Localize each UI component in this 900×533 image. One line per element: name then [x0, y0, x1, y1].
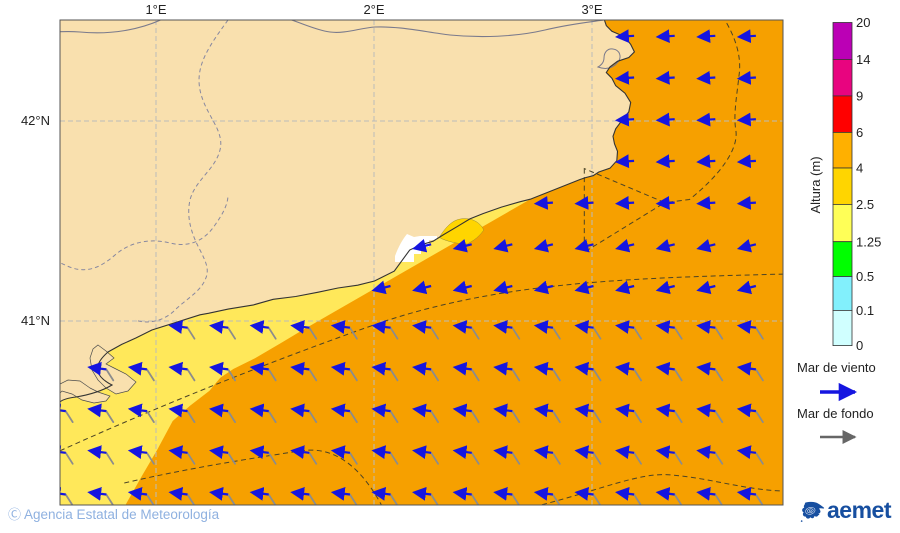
svg-text:2.5: 2.5: [856, 197, 874, 212]
svg-text:20: 20: [856, 15, 870, 30]
svg-text:0.5: 0.5: [856, 269, 874, 284]
svg-text:Mar de viento: Mar de viento: [797, 360, 876, 375]
svg-text:41°N: 41°N: [21, 313, 50, 328]
svg-text:6: 6: [856, 125, 863, 140]
svg-text:1°E: 1°E: [145, 2, 166, 17]
svg-text:0.1: 0.1: [856, 303, 874, 318]
svg-text:9: 9: [856, 89, 863, 104]
svg-text:1.25: 1.25: [856, 235, 881, 250]
svg-text:Mar de fondo: Mar de fondo: [797, 406, 874, 421]
svg-text:2°E: 2°E: [363, 2, 384, 17]
svg-text:3°E: 3°E: [581, 2, 602, 17]
svg-text:Altura (m): Altura (m): [808, 156, 823, 213]
svg-text:42°N: 42°N: [21, 113, 50, 128]
svg-text:Ⓒ Agencia Estatal de Meteorolo: Ⓒ Agencia Estatal de Meteorología: [8, 507, 220, 522]
svg-text:0: 0: [856, 338, 863, 353]
svg-text:4: 4: [856, 161, 863, 176]
svg-text:aemet: aemet: [827, 497, 892, 523]
svg-text:14: 14: [856, 52, 870, 67]
